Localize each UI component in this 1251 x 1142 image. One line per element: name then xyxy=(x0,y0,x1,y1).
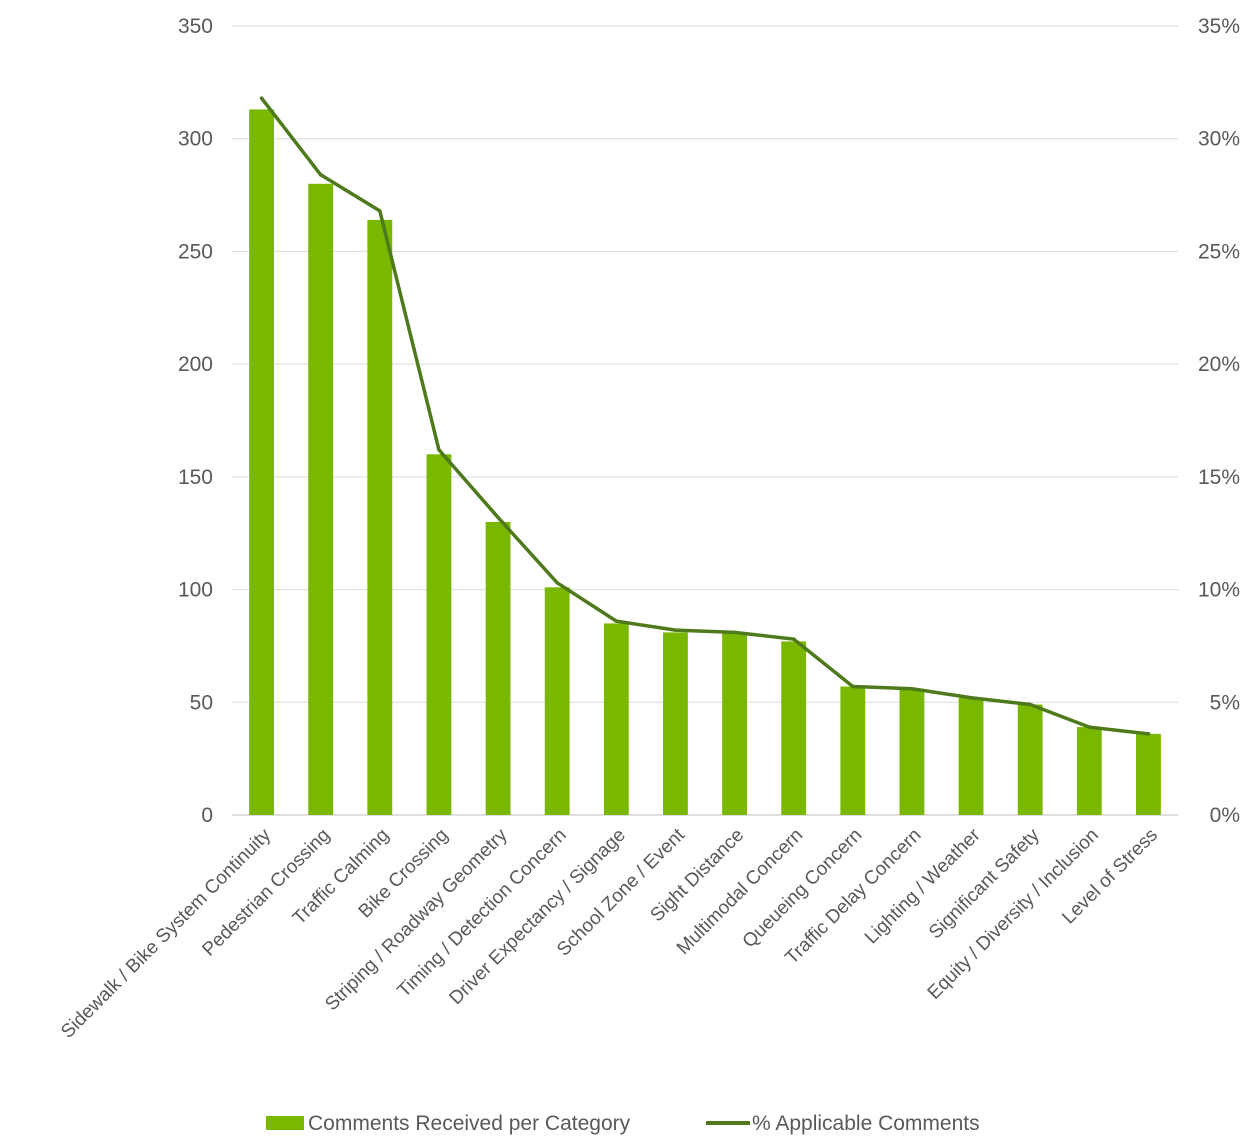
line-point xyxy=(378,209,382,213)
left-tick-label: 250 xyxy=(178,240,213,263)
bar xyxy=(899,688,925,815)
left-tick-label: 100 xyxy=(178,579,213,602)
right-tick-label: 20% xyxy=(1198,353,1240,376)
bar xyxy=(722,632,747,815)
bar xyxy=(426,454,452,815)
line-point xyxy=(1146,732,1151,736)
bar xyxy=(840,686,866,815)
right-axis: 0% 5% 10% 15% 20% 25% 30% 35% xyxy=(1198,15,1240,827)
bar xyxy=(1076,727,1102,815)
left-tick-label: 150 xyxy=(178,466,213,489)
line-point xyxy=(1028,702,1032,707)
right-tick-label: 15% xyxy=(1198,466,1240,489)
line-point xyxy=(496,515,500,520)
right-tick-label: 35% xyxy=(1198,15,1240,38)
line-point xyxy=(437,448,441,452)
bar xyxy=(603,623,629,815)
line-point xyxy=(851,684,855,689)
category-labels: Sidewalk / Bike System ContinuityPedestr… xyxy=(57,824,1162,1042)
line-point xyxy=(259,96,264,100)
line-point xyxy=(318,172,323,177)
line-point xyxy=(732,630,737,635)
bar xyxy=(308,183,334,816)
bar xyxy=(781,641,807,815)
line-point xyxy=(1087,725,1092,729)
bar xyxy=(1017,704,1043,815)
line-series xyxy=(259,96,1151,736)
series-line xyxy=(260,97,1149,736)
left-axis: 0 50 100 150 200 250 300 350 xyxy=(178,15,213,827)
bar xyxy=(663,632,688,815)
left-tick-label: 300 xyxy=(178,128,213,151)
line-point xyxy=(555,581,559,585)
line-point xyxy=(614,619,619,623)
legend-swatch-bars xyxy=(266,1116,304,1130)
line-point xyxy=(673,628,678,632)
left-tick-label: 50 xyxy=(190,691,213,714)
left-tick-label: 200 xyxy=(178,353,213,376)
category-label: Significant Safety xyxy=(925,824,1044,943)
left-tick-label: 0 xyxy=(201,804,213,827)
bar xyxy=(249,109,274,815)
line-point xyxy=(910,686,914,691)
line-point xyxy=(969,695,973,700)
bar-series xyxy=(249,109,1161,816)
bar xyxy=(958,697,984,815)
right-tick-label: 5% xyxy=(1210,691,1240,714)
bar xyxy=(485,521,511,815)
line-point xyxy=(791,637,796,641)
bar xyxy=(1136,733,1161,815)
right-tick-label: 0% xyxy=(1210,804,1240,827)
right-tick-label: 30% xyxy=(1198,128,1240,151)
right-tick-label: 10% xyxy=(1198,579,1240,602)
legend-label-bars: Comments Received per Category xyxy=(308,1112,631,1135)
category-label: Sidewalk / Bike System Continuity xyxy=(57,824,275,1042)
bar xyxy=(544,587,570,815)
right-tick-label: 25% xyxy=(1198,240,1240,263)
legend: Comments Received per Category % Applica… xyxy=(266,1112,980,1135)
legend-label-line: % Applicable Comments xyxy=(752,1112,980,1135)
bar xyxy=(367,219,393,815)
left-tick-label: 350 xyxy=(178,15,213,38)
